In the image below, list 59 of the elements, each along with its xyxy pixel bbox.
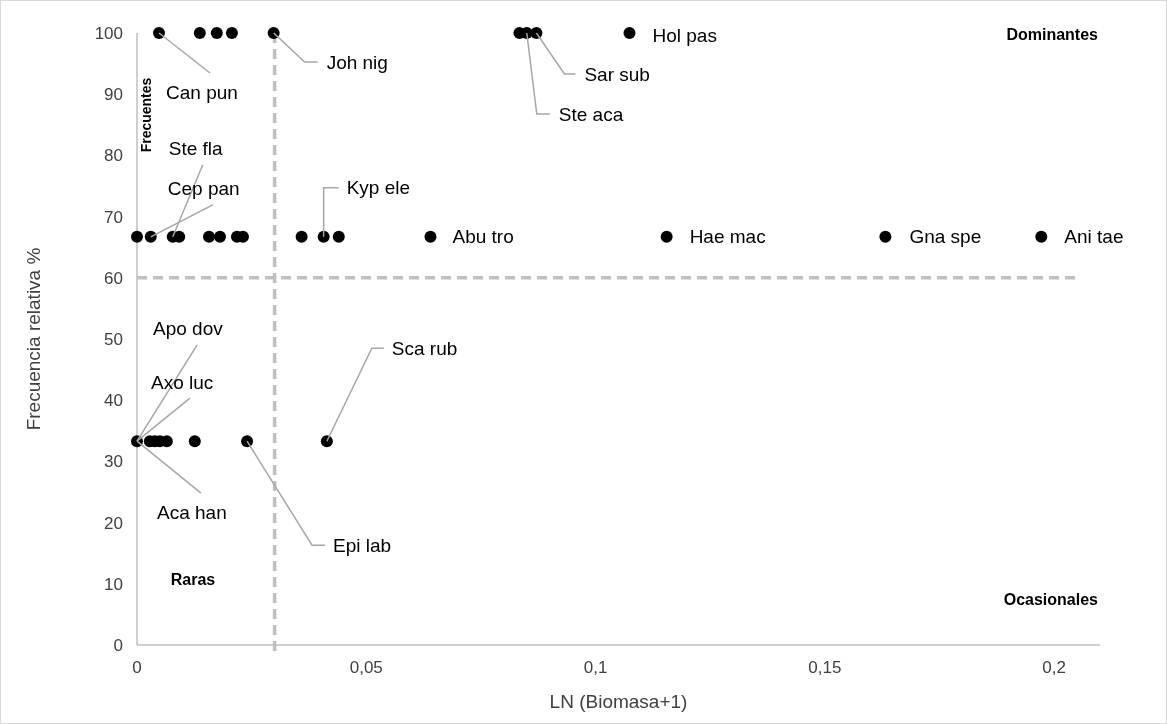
annotation: Cep pan [167, 178, 240, 200]
point [214, 230, 226, 243]
point [295, 230, 308, 243]
annotation: Gna spe [909, 226, 982, 248]
x-tick-label: 0,15 [808, 658, 842, 677]
y-tick-label: 80 [104, 146, 123, 166]
x-axis-title: LN (Biomasa+1) [549, 691, 688, 712]
annotation: Frecuentes [138, 77, 154, 153]
point [131, 230, 143, 243]
y-tick-label: 70 [104, 207, 123, 227]
annotation: Abu tro [452, 226, 514, 248]
point [153, 27, 166, 39]
annotation: Hae mac [689, 226, 766, 248]
annotation: Sar sub [584, 63, 650, 85]
annotation: Can pun [166, 81, 238, 103]
annotation: Aca han [157, 501, 227, 523]
point [193, 27, 206, 39]
y-tick-label: 20 [104, 513, 123, 533]
point [317, 230, 330, 243]
point [267, 27, 280, 39]
y-tick-label: 0 [113, 635, 123, 655]
annotation: Axo luc [151, 371, 214, 393]
x-tick-label: 0,1 [583, 658, 608, 677]
annotation: Epi lab [333, 534, 392, 556]
point [241, 435, 254, 448]
point [1035, 230, 1048, 243]
point [188, 435, 201, 448]
annotation: Joh nig [326, 51, 388, 73]
annotation: Sca rub [391, 337, 458, 359]
annotation: Raras [170, 571, 216, 588]
y-tick-label: 60 [104, 268, 123, 288]
point [424, 230, 437, 243]
annotation: Apo dov [153, 317, 224, 339]
point [332, 230, 345, 243]
point [879, 230, 892, 243]
point [203, 230, 215, 243]
annotation: Ocasionales [1003, 591, 1099, 608]
point [320, 435, 333, 448]
point [210, 27, 223, 39]
annotation: Dominantes [1006, 26, 1099, 43]
y-tick-label: 30 [104, 452, 123, 472]
x-tick-label: 0,05 [349, 658, 383, 677]
annotation: Hol pas [652, 24, 717, 46]
point [660, 230, 673, 243]
point [144, 230, 157, 243]
y-tick-label: 10 [104, 574, 123, 594]
y-tick-label: 90 [104, 85, 123, 105]
y-tick-label: 50 [104, 329, 123, 349]
x-tick-label: 0 [132, 658, 142, 677]
annotation: Kyp ele [346, 177, 411, 199]
annotation: Ani tae [1064, 226, 1124, 248]
y-axis-title: Frecuencia relativa % [23, 247, 44, 431]
y-tick-label: 40 [104, 391, 123, 411]
annotation: Ste aca [558, 103, 624, 125]
point [623, 27, 636, 39]
y-tick-label: 100 [94, 23, 123, 43]
annotation: Ste fla [168, 138, 224, 160]
point [225, 27, 238, 39]
x-tick-label: 0,2 [1042, 658, 1066, 677]
